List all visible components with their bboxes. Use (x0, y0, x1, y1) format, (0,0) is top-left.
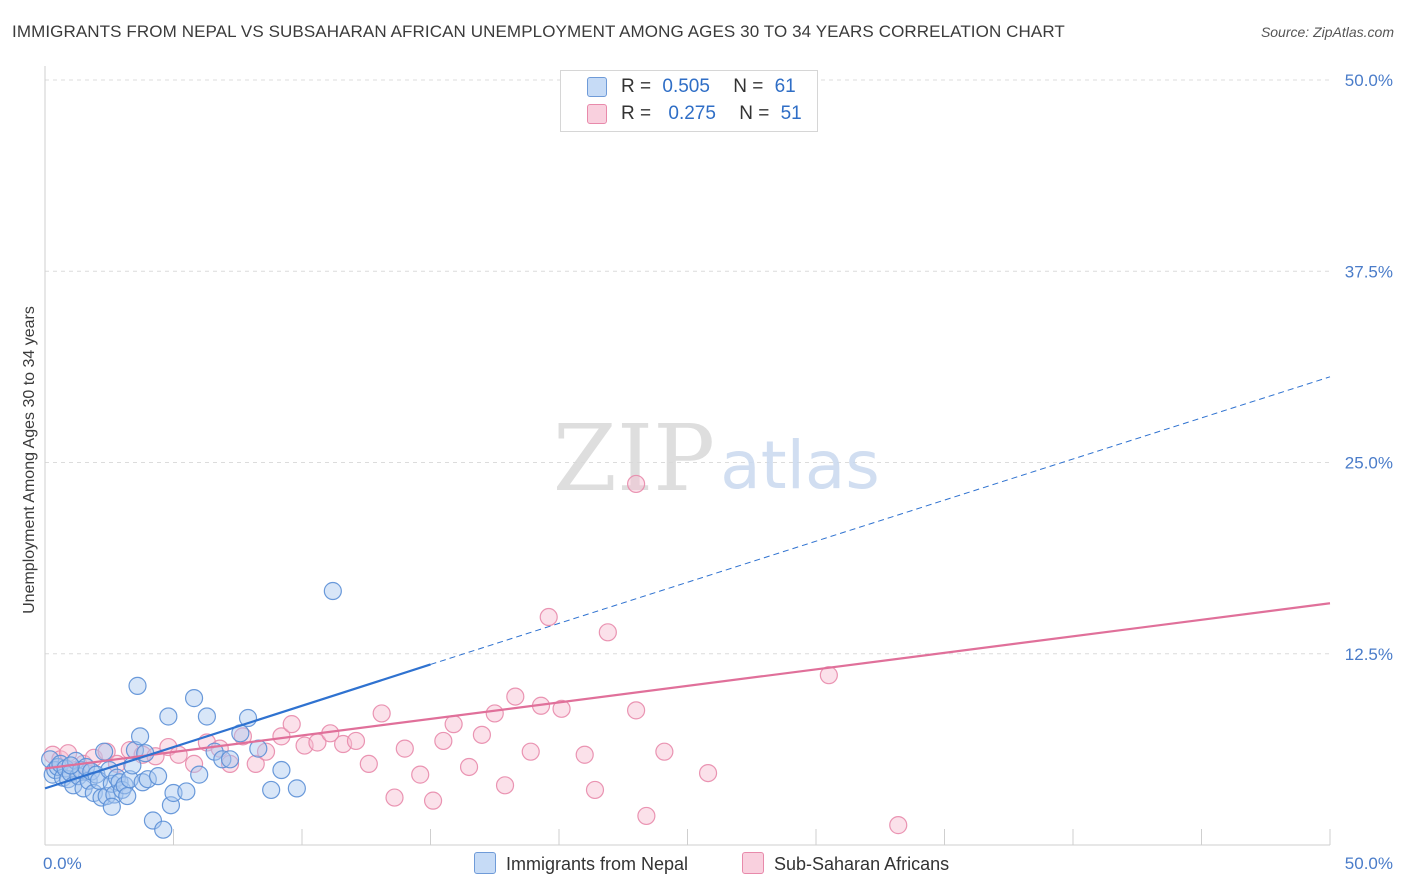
ssa-point-42 (552, 699, 571, 718)
watermark-zip: ZIP (553, 405, 715, 512)
nepal-point-48 (197, 707, 217, 726)
nepal-point-59 (102, 797, 121, 816)
correlation-legend: R = 0.505 N = 61 R = 0.275 N = 51 (560, 70, 818, 132)
ssa-point-44 (585, 780, 605, 800)
legend-swatch-nepal-bottom (474, 852, 496, 874)
ssa-point-33 (434, 731, 453, 751)
nepal-point-42 (159, 707, 178, 726)
ssa-point-38 (495, 776, 515, 795)
nepal-point-40 (148, 767, 168, 786)
ssa-point-13 (184, 754, 204, 774)
source-label: Source: ZipAtlas.com (1260, 24, 1394, 40)
y-tick-label-3: 50.0% (1345, 71, 1393, 90)
ssa-point-26 (346, 731, 366, 751)
trend-line-nepal (44, 663, 431, 790)
nepal-point-47 (190, 765, 209, 784)
legend-item-nepal: Immigrants from Nepal (474, 852, 688, 875)
ssa-point-40 (521, 742, 540, 761)
watermark: ZIP atlas (553, 405, 880, 512)
x-tick-label-min: 0.0% (43, 854, 82, 873)
ssa-point-29 (385, 788, 404, 807)
legend-swatch-nepal (587, 77, 607, 97)
nepal-point-46 (184, 689, 204, 708)
nepal-point-57 (287, 779, 306, 798)
ssa-point-36 (472, 725, 491, 744)
ssa-point-48 (655, 742, 674, 761)
x-tick-label-max: 50.0% (1345, 854, 1393, 873)
legend-r-label: R = (621, 76, 652, 97)
trend-line-ssa (44, 602, 1331, 770)
y-tick-label-2: 37.5% (1345, 262, 1393, 281)
nepal-point-30 (118, 786, 137, 806)
nepal-point-45 (177, 782, 196, 801)
x-tick-labels: 0.0% 50.0% (43, 854, 1393, 873)
ssa-point-28 (372, 704, 391, 723)
ssa-point-21 (282, 715, 301, 734)
legend-n-value-nepal: 61 (774, 76, 796, 97)
legend-item-ssa: Sub-Saharan Africans (742, 852, 949, 875)
ssa-point-12 (169, 745, 188, 764)
nepal-point-51 (220, 750, 240, 769)
ssa-point-37 (485, 704, 504, 723)
ssa-point-52 (626, 474, 646, 494)
ssa-point-32 (423, 791, 443, 810)
watermark-atlas: atlas (720, 427, 880, 504)
y-axis-label: Unemployment Among Ages 30 to 34 years (21, 306, 38, 614)
legend-r-value-nepal: 0.505 (662, 76, 710, 97)
legend-label-nepal: Immigrants from Nepal (506, 854, 689, 874)
legend-r-label: R = (621, 103, 652, 124)
nepal-point-38 (138, 770, 157, 789)
ssa-point-27 (359, 754, 378, 774)
y-tick-label-0: 12.5% (1345, 645, 1393, 664)
ssa-point-35 (459, 757, 479, 777)
y-tick-label-1: 25.0% (1345, 454, 1393, 473)
grid-lines (45, 79, 1330, 655)
ssa-point-31 (411, 765, 430, 784)
ssa-point-43 (575, 745, 594, 764)
ssa-point-54 (889, 816, 908, 835)
legend-swatch-ssa-bottom (742, 852, 764, 874)
trend-lines (44, 376, 1331, 790)
legend-label-ssa: Sub-Saharan Africans (774, 854, 950, 874)
ssa-point-49 (698, 763, 718, 783)
ssa-point-51 (539, 607, 558, 627)
nepal-point-36 (133, 773, 152, 792)
ssa-point-39 (506, 687, 525, 706)
ssa-point-34 (444, 715, 463, 734)
nepal-point-41 (154, 820, 173, 839)
legend-n-value-ssa: 51 (780, 103, 802, 124)
nepal-point-55 (262, 780, 281, 800)
ssa-point-45 (598, 623, 617, 642)
series-immigrants-from-nepal (41, 581, 342, 839)
ssa-point-18 (246, 754, 265, 774)
ssa-point-46 (626, 701, 646, 720)
trend-line-nepal-extension (430, 376, 1331, 665)
legend-n-label: N = (733, 76, 764, 97)
chart-title: IMMIGRANTS FROM NEPAL VS SUBSAHARAN AFRI… (12, 22, 1065, 41)
ssa-point-47 (637, 806, 656, 826)
legend-n-label: N = (739, 103, 770, 124)
nepal-point-39 (143, 811, 163, 830)
ssa-point-30 (395, 739, 414, 758)
nepal-point-50 (213, 750, 232, 769)
nepal-point-35 (130, 727, 150, 746)
x-ticks (173, 829, 1331, 845)
y-tick-labels: 12.5% 25.0% 37.5% 50.0% (1345, 71, 1393, 664)
legend-r-value-ssa: 0.275 (668, 103, 716, 124)
nepal-point-34 (128, 676, 147, 695)
nepal-point-21 (95, 742, 114, 761)
ssa-point-17 (233, 727, 252, 746)
nepal-point-56 (272, 760, 291, 780)
legend-swatch-ssa (587, 104, 607, 124)
nepal-point-58 (323, 581, 342, 601)
